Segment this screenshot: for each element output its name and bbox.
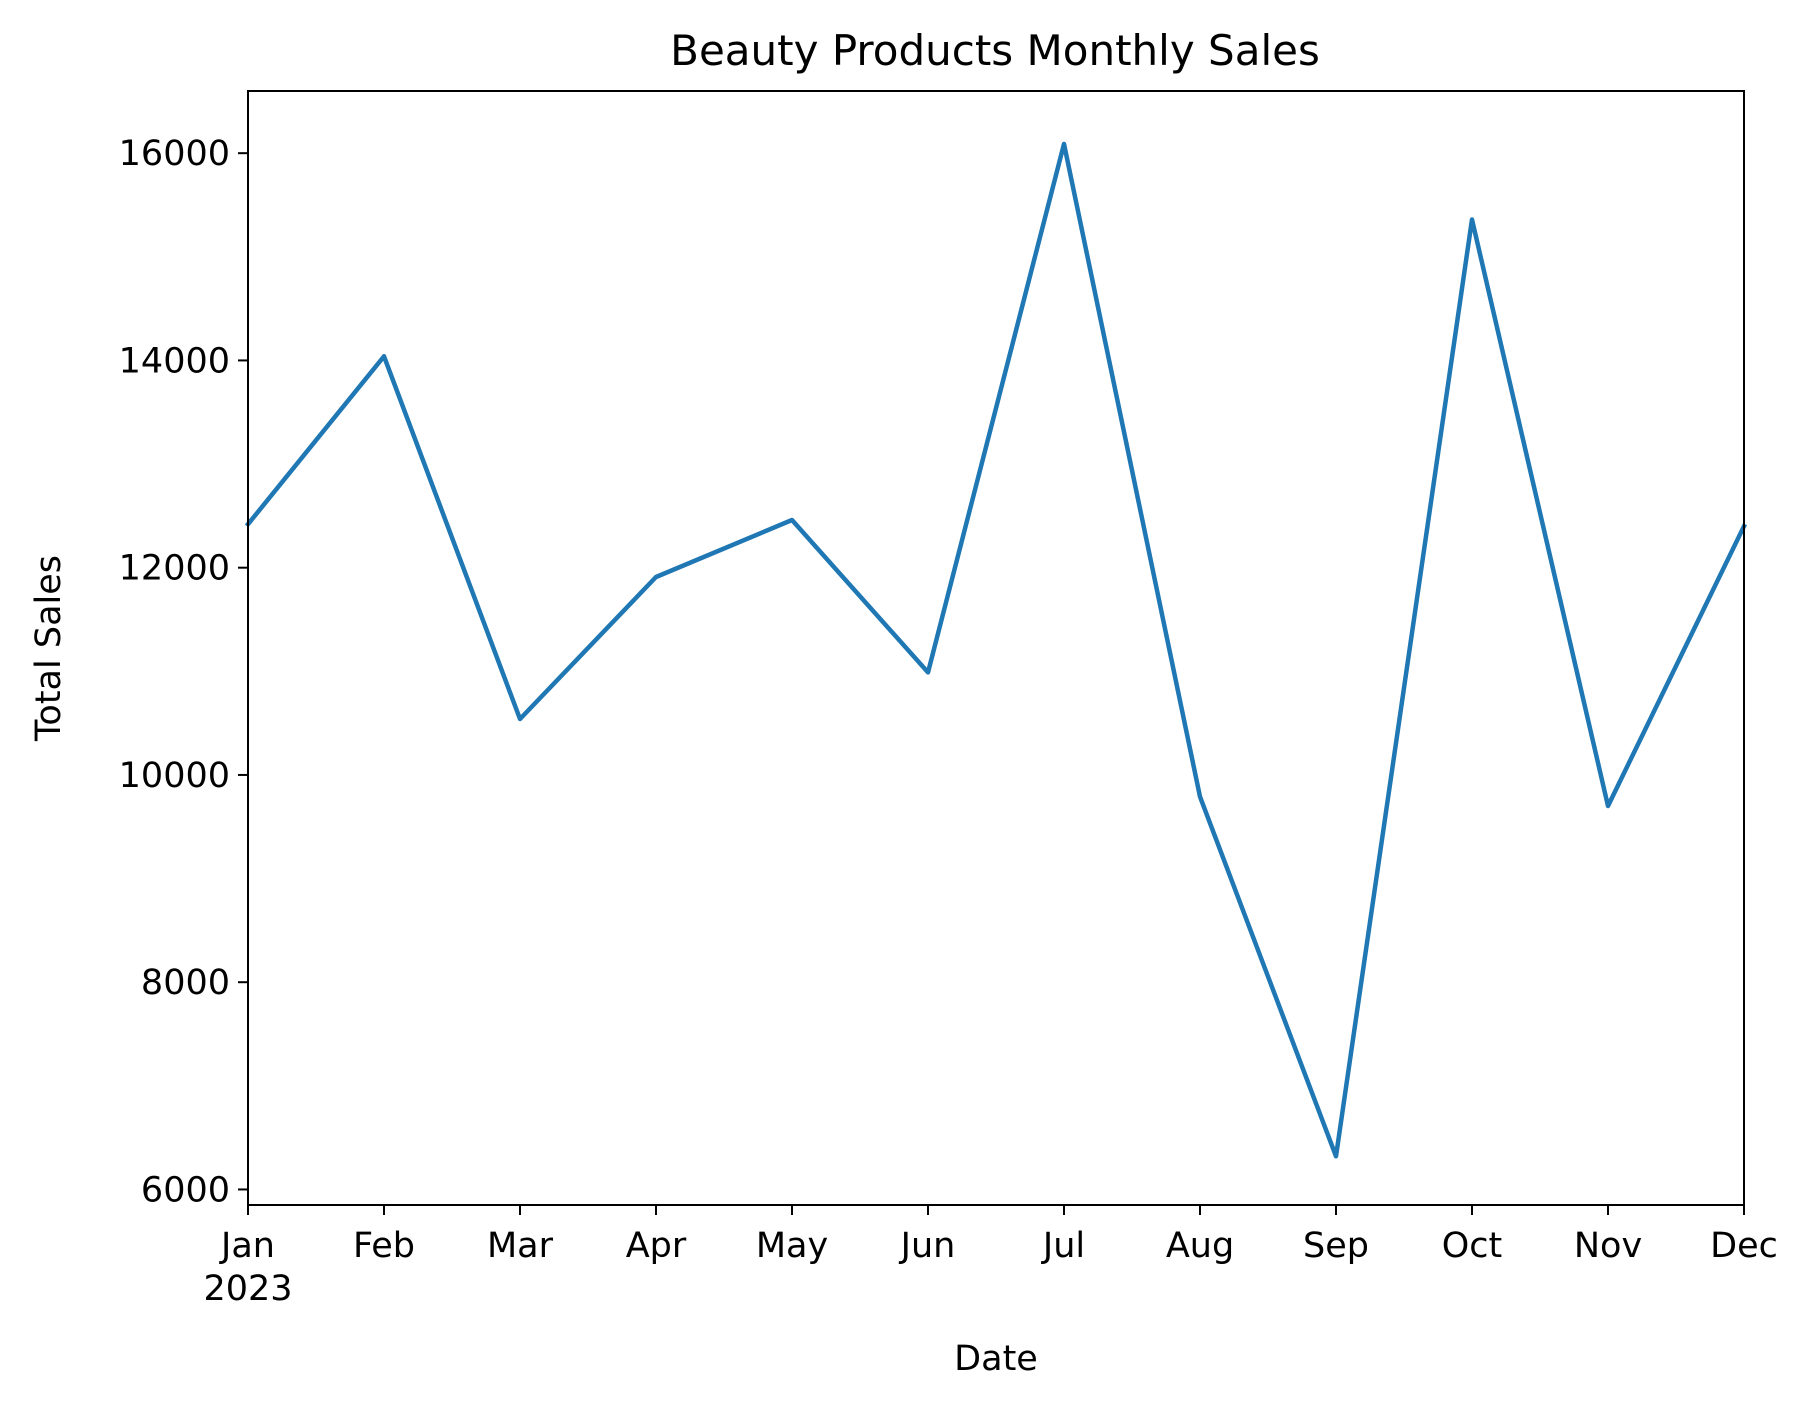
x-tick-year-label: 2023	[203, 1269, 292, 1309]
y-tick-label: 6000	[141, 1170, 230, 1210]
y-tick-label: 14000	[119, 341, 230, 381]
y-axis: 6000 8000 10000 12000 14000 16000	[119, 134, 248, 1210]
x-axis: Jan Feb Mar Apr May Jun Jul Aug Sep Oct Nov Dec 2023	[203, 1205, 1778, 1309]
x-axis-label: Date	[954, 1339, 1038, 1379]
x-tick-label: Jun	[899, 1226, 956, 1266]
x-tick-label: Oct	[1442, 1226, 1503, 1266]
x-tick-label: May	[756, 1226, 828, 1266]
chart-title: Beauty Products Monthly Sales	[670, 26, 1320, 75]
series-line	[244, 141, 1748, 1159]
x-tick-label: Apr	[626, 1226, 687, 1266]
x-tick-label: Mar	[487, 1226, 554, 1266]
x-tick-label: Jul	[1041, 1226, 1085, 1266]
x-tick-label: Dec	[1710, 1226, 1778, 1266]
y-tick-label: 12000	[119, 549, 230, 589]
y-tick-label: 16000	[119, 134, 230, 174]
y-axis-label: Total Sales	[29, 555, 69, 742]
plot-frame	[247, 90, 1745, 1206]
x-tick-label: Jan	[219, 1226, 275, 1266]
x-tick-label: Nov	[1574, 1226, 1642, 1266]
plot-area	[244, 141, 1748, 1159]
x-tick-label: Feb	[353, 1226, 415, 1266]
x-tick-label: Sep	[1303, 1226, 1369, 1266]
x-tick-label: Aug	[1166, 1226, 1234, 1266]
y-tick-label: 8000	[141, 963, 230, 1003]
y-tick-label: 10000	[119, 756, 230, 796]
